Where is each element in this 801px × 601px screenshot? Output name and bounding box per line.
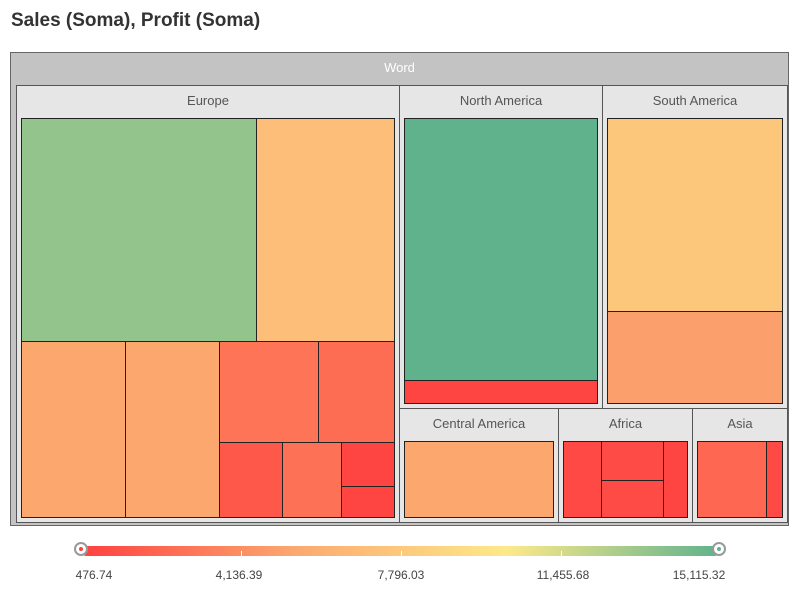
- group-south-america[interactable]: South America: [602, 85, 788, 409]
- treemap-leaf[interactable]: [607, 118, 783, 312]
- treemap-leaf[interactable]: [404, 380, 598, 404]
- treemap-leaf[interactable]: [607, 311, 783, 404]
- max-slider-handle[interactable]: [712, 542, 726, 556]
- treemap-leaf[interactable]: [601, 441, 664, 481]
- group-asia[interactable]: Asia: [692, 408, 788, 523]
- group-europe[interactable]: Europe: [16, 85, 400, 523]
- treemap-leaf[interactable]: [219, 442, 283, 518]
- chart-title: Sales (Soma), Profit (Soma): [11, 10, 261, 31]
- treemap-leaf[interactable]: [663, 441, 688, 518]
- color-scale-tick-label: 4,136.39: [215, 568, 263, 582]
- treemap-leaf[interactable]: [318, 341, 395, 443]
- group-central-america[interactable]: Central America: [399, 408, 559, 523]
- color-scale-bar: [81, 546, 720, 556]
- group-label-africa: Africa: [608, 415, 643, 431]
- treemap-leaf[interactable]: [766, 441, 783, 518]
- color-scale-tick-label: 15,115.32: [672, 568, 726, 582]
- treemap-leaf[interactable]: [282, 442, 342, 518]
- color-scale-tick-label: 476.74: [75, 568, 113, 582]
- treemap-leaf[interactable]: [341, 442, 395, 487]
- treemap-leaf[interactable]: [697, 441, 767, 518]
- treemap-leaf[interactable]: [21, 341, 126, 518]
- min-slider-handle[interactable]: [74, 542, 88, 556]
- group-north-america[interactable]: North America: [399, 85, 603, 409]
- treemap-leaf[interactable]: [219, 341, 319, 443]
- treemap-leaf[interactable]: [404, 118, 598, 381]
- treemap-root[interactable]: Word Europe North America South America …: [10, 52, 789, 526]
- root-label: Word: [384, 59, 415, 75]
- color-scale-tick-label: 7,796.03: [377, 568, 425, 582]
- group-label-europe: Europe: [187, 92, 229, 108]
- group-label-asia: Asia: [727, 415, 753, 431]
- treemap-leaf[interactable]: [601, 480, 664, 518]
- treemap-leaf[interactable]: [404, 441, 554, 518]
- treemap-leaf[interactable]: [563, 441, 602, 518]
- treemap-leaf[interactable]: [341, 486, 395, 518]
- treemap-leaf[interactable]: [21, 118, 257, 342]
- color-scale-tick: [561, 551, 562, 556]
- treemap-leaf[interactable]: [256, 118, 395, 342]
- group-label-central-america: Central America: [432, 415, 526, 431]
- color-scale-tick-label: 11,455.68: [536, 568, 590, 582]
- color-scale-tick: [401, 551, 402, 556]
- group-label-south-america: South America: [652, 92, 738, 108]
- color-scale-tick: [241, 551, 242, 556]
- group-label-north-america: North America: [459, 92, 543, 108]
- group-africa[interactable]: Africa: [558, 408, 693, 523]
- treemap-leaf[interactable]: [125, 341, 220, 518]
